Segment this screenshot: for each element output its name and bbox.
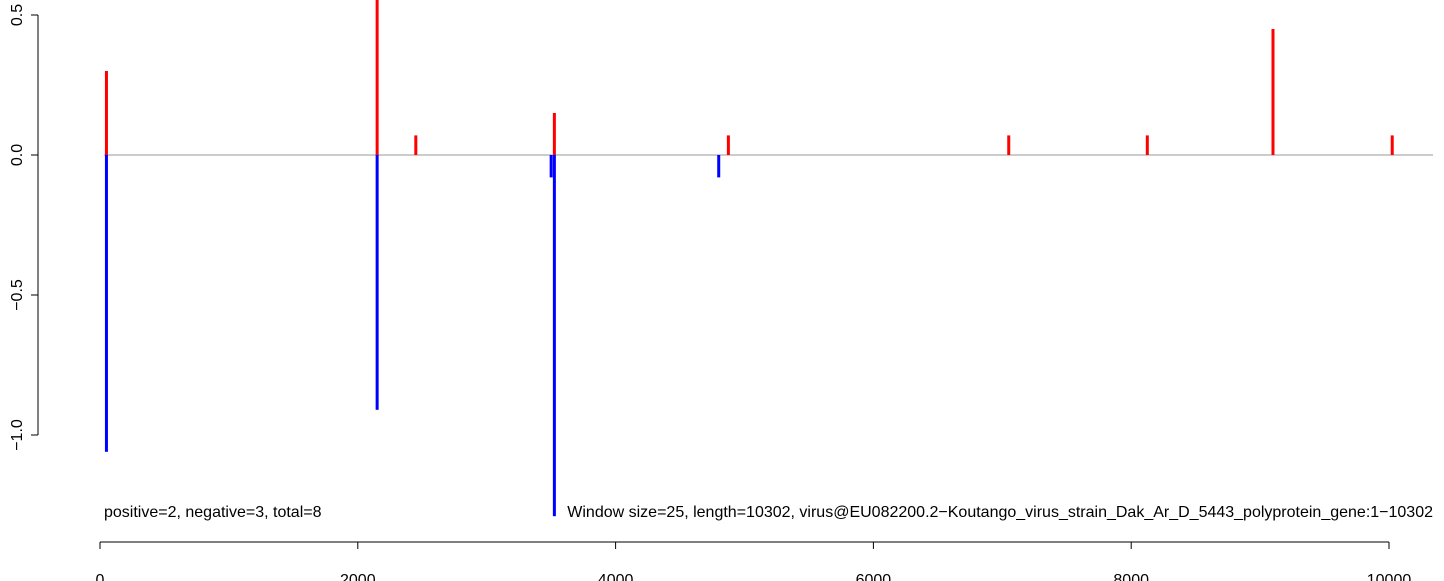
x-tick-label: 2000 [340,572,376,581]
bar [727,135,730,155]
bar [105,155,108,452]
bar [553,155,556,516]
y-tick-label: −0.5 [9,279,26,311]
bar [105,71,108,155]
bar [376,0,379,155]
bar [1271,29,1274,155]
bar [717,155,720,177]
bar [414,135,417,155]
count-annotation: positive=2, negative=3, total=8 [104,504,322,521]
y-tick-label: −1.0 [9,419,26,451]
bar [550,155,553,177]
x-tick-label: 10000 [1367,572,1412,581]
x-tick-label: 8000 [1113,572,1149,581]
y-tick-label: 0.0 [9,144,26,166]
y-axis: −1.0 −0.5 0.0 0.5 [9,4,38,451]
y-tick-label: 0.5 [9,4,26,26]
bar [1007,135,1010,155]
window-label: Window size=25, length=10302, virus@EU08… [567,504,1433,521]
x-tick-label: 6000 [856,572,892,581]
x-tick-label: 0 [96,572,105,581]
bar [1391,135,1394,155]
x-axis: 0 2000 4000 6000 8000 10000 [96,542,1412,581]
bar [1146,135,1149,155]
x-tick-label: 4000 [598,572,634,581]
bars [105,0,1394,516]
bar [553,113,556,155]
bar [376,155,379,410]
